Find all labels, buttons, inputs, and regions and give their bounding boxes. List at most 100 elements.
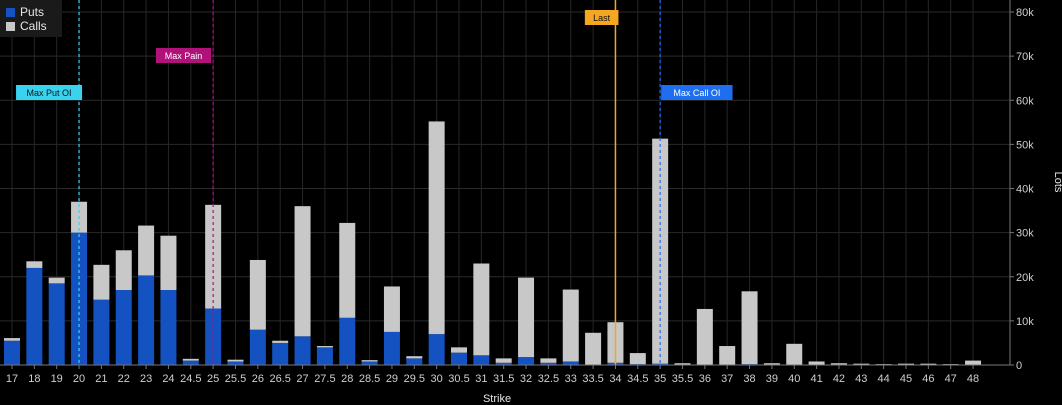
bar-puts (182, 360, 199, 365)
bar-calls (763, 363, 780, 365)
marker-tag (16, 85, 83, 100)
bar-puts (115, 289, 132, 365)
x-tick-label: 24.5 (180, 373, 201, 385)
y-tick-label: 0 (1016, 360, 1022, 372)
y-tick-label: 40k (1016, 184, 1034, 196)
x-tick-label: 41 (810, 373, 822, 385)
bar-puts (495, 362, 512, 365)
x-tick-label: 28.5 (359, 373, 380, 385)
bar-calls (473, 263, 490, 356)
x-tick-label: 30 (431, 373, 443, 385)
x-tick-label: 48 (967, 373, 979, 385)
y-tick-label: 60k (1016, 95, 1034, 107)
bar-puts (339, 317, 356, 365)
bar-puts (138, 275, 155, 365)
bar-calls (451, 347, 467, 353)
bar-calls (741, 291, 758, 365)
x-tick-label: 39 (766, 373, 778, 385)
x-axis-title: Strike (483, 393, 511, 405)
x-tick-label: 29 (386, 373, 398, 385)
x-tick-label: 45 (900, 373, 912, 385)
bar-calls (316, 346, 333, 348)
x-tick-label: 21 (95, 373, 107, 385)
marker-tag (155, 48, 212, 63)
x-tick-label: 25.5 (225, 373, 246, 385)
x-tick-label: 34 (609, 373, 621, 385)
bar-puts (473, 355, 490, 365)
bar-calls (339, 222, 356, 318)
bar-calls (696, 308, 713, 365)
bar-puts (562, 361, 579, 365)
bar-calls (652, 138, 669, 364)
x-tick-label: 19 (51, 373, 63, 385)
bar-puts (26, 267, 43, 365)
x-tick-label: 31.5 (493, 373, 514, 385)
x-tick-label: 22 (118, 373, 130, 385)
x-tick-label: 31 (475, 373, 487, 385)
x-tick-label: 44 (878, 373, 890, 385)
x-tick-label: 27 (296, 373, 308, 385)
bar-puts (227, 361, 244, 365)
strike-markers: Max Put OI Max Pain Last Max Call OI (16, 0, 733, 365)
bar-calls (205, 204, 222, 309)
bar-puts (48, 283, 65, 365)
bar-calls (853, 363, 870, 365)
bar-calls (518, 277, 535, 358)
marker-tag (584, 10, 619, 25)
x-tick-label: 36 (699, 373, 711, 385)
legend-label-puts: Puts (20, 5, 44, 19)
bar-calls (495, 358, 512, 363)
bar-puts (451, 352, 467, 365)
x-tick-label: 26 (252, 373, 264, 385)
bar-puts (361, 361, 378, 365)
bar-puts (249, 329, 266, 365)
y-axis-title: Lots (1052, 172, 1062, 193)
marker-tag-label: Max Put OI (27, 88, 72, 98)
legend-swatch-puts (6, 8, 15, 17)
bar-calls (920, 363, 937, 365)
x-tick-label: 33.5 (582, 373, 603, 385)
bar-calls (674, 363, 691, 365)
x-tick-label: 29.5 (404, 373, 425, 385)
x-tick-label: 43 (855, 373, 867, 385)
y-tick-label: 20k (1016, 272, 1034, 284)
bar-calls (719, 346, 736, 365)
bar-calls (227, 359, 244, 362)
y-tick-label: 30k (1016, 228, 1034, 240)
bar-puts (406, 358, 423, 365)
bar-puts (383, 331, 400, 365)
x-tick-label: 34.5 (627, 373, 648, 385)
bar-calls (808, 361, 825, 365)
bar-puts (518, 357, 535, 365)
x-tick-label: 32.5 (538, 373, 559, 385)
x-tick-label: 42 (833, 373, 845, 385)
bar-calls (965, 360, 982, 365)
bar-calls (585, 332, 602, 365)
legend-swatch-calls (6, 22, 15, 31)
bar-puts (93, 299, 110, 365)
bar-calls (540, 358, 557, 363)
x-tick-label: 46 (922, 373, 934, 385)
bar-calls (182, 358, 199, 361)
bar-calls (830, 363, 847, 365)
bar-calls (428, 121, 445, 335)
x-tick-label: 30.5 (448, 373, 469, 385)
bar-calls (4, 338, 20, 341)
x-tick-label: 17 (6, 373, 18, 385)
y-tick-label: 50k (1016, 139, 1034, 151)
y-tick-label: 10k (1016, 316, 1034, 328)
marker-tag-label: Max Pain (165, 51, 203, 61)
bar-calls (48, 277, 65, 284)
bar-puts (272, 342, 289, 365)
bar-puts (4, 340, 20, 365)
bar-calls (272, 340, 289, 343)
bar-calls (562, 289, 579, 362)
legend-label-calls: Calls (20, 19, 47, 33)
bars (4, 121, 982, 365)
bar-calls (786, 343, 803, 365)
bar-calls (629, 353, 646, 365)
bar-puts (294, 336, 311, 365)
